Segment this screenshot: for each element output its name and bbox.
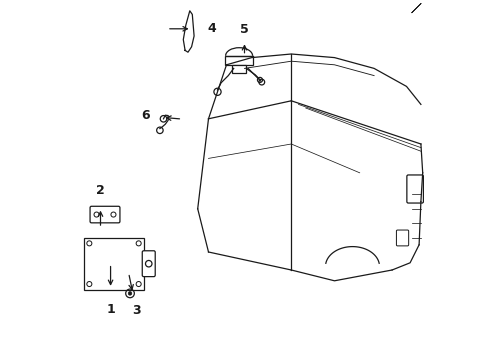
Text: 6: 6 [141,109,150,122]
Text: 4: 4 [207,22,216,35]
Text: 2: 2 [96,184,104,197]
FancyBboxPatch shape [231,65,246,73]
FancyBboxPatch shape [224,56,253,65]
Bar [84,238,143,290]
FancyBboxPatch shape [90,206,120,223]
FancyBboxPatch shape [396,230,408,246]
Text: 3: 3 [132,304,141,317]
FancyBboxPatch shape [142,251,155,276]
Text: 5: 5 [240,23,248,36]
Text: 1: 1 [106,303,115,316]
Circle shape [128,292,132,295]
FancyBboxPatch shape [406,175,423,203]
